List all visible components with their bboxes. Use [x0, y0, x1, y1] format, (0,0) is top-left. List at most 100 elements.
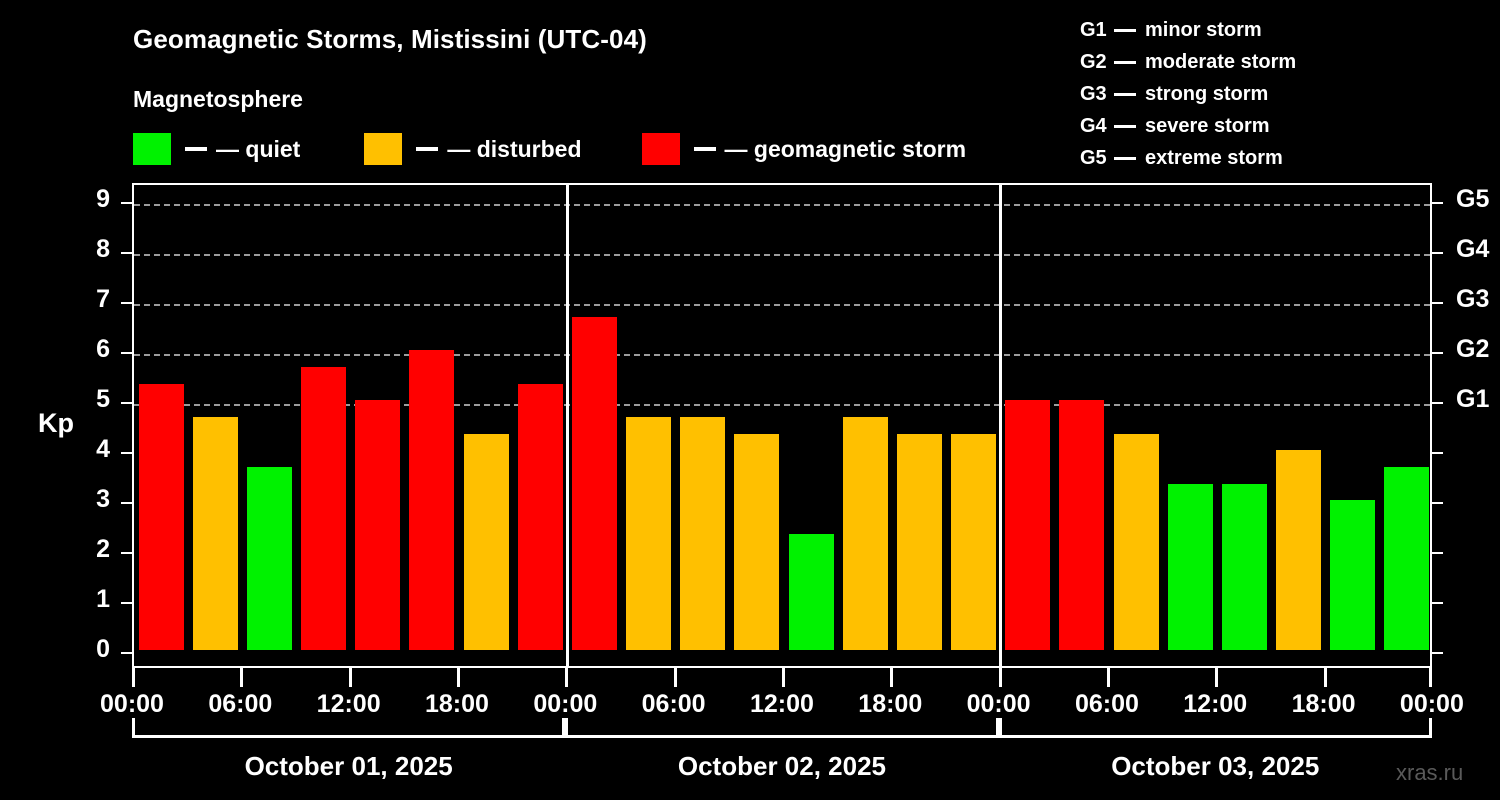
y-tick-label: 1	[96, 585, 110, 613]
legend-item-disturbed[interactable]: — disturbed	[364, 133, 582, 165]
legend-swatch-geomagnetic-storm-icon	[641, 133, 680, 165]
date-bracket	[998, 718, 1432, 738]
right-tick-label: G3	[1456, 285, 1490, 313]
right-tick	[1432, 202, 1443, 204]
x-tick	[565, 668, 569, 687]
x-tick-label: 00:00	[100, 690, 164, 718]
date-bracket-tick	[998, 718, 1002, 735]
right-tick-label: G4	[1456, 235, 1490, 263]
bar[interactable]	[896, 433, 942, 650]
storm-scale-code: G4	[1080, 115, 1107, 137]
magnetosphere-heading: Magnetosphere	[133, 86, 303, 112]
x-tick-label: 00:00	[533, 690, 598, 718]
x-tick-label: 06:00	[1074, 690, 1139, 718]
bar[interactable]	[1221, 483, 1267, 650]
bar[interactable]	[246, 466, 292, 650]
legend-item-quiet[interactable]: — quiet	[133, 133, 300, 165]
bar[interactable]	[1384, 466, 1430, 650]
plot-area	[132, 183, 1432, 668]
right-tick	[1432, 352, 1443, 354]
gridline-kp-7	[134, 304, 1430, 306]
y-tick	[121, 502, 132, 504]
right-tick-label: G1	[1456, 385, 1490, 413]
bar[interactable]	[138, 383, 184, 650]
date-axis: October 01, 2025 October 02, 2025 October …	[132, 718, 1432, 781]
bar[interactable]	[355, 400, 401, 650]
storm-scale-desc: extreme storm	[1145, 147, 1283, 169]
x-tick-label: 12:00	[316, 690, 381, 718]
y-tick	[121, 252, 132, 254]
y-tick	[121, 202, 132, 204]
bar[interactable]	[842, 416, 888, 650]
legend-item-geomagnetic-storm[interactable]: — geomagnetic storm	[641, 133, 966, 165]
bar[interactable]	[1005, 400, 1051, 650]
x-tick	[1429, 668, 1432, 687]
legend-label: — quiet	[216, 135, 301, 162]
bar[interactable]	[192, 416, 238, 650]
x-tick	[998, 668, 1002, 687]
bar[interactable]	[680, 416, 726, 650]
gridline-kp-6	[134, 354, 1430, 356]
bar[interactable]	[626, 416, 672, 650]
storm-scale-desc: minor storm	[1145, 19, 1262, 41]
storm-scale-code: G3	[1080, 83, 1107, 105]
storm-scale-code: G1	[1080, 19, 1107, 41]
x-tick	[890, 668, 894, 687]
bar[interactable]	[517, 383, 563, 650]
date-bracket-tick	[562, 718, 566, 735]
storm-scale-desc: moderate storm	[1145, 51, 1297, 73]
bar[interactable]	[571, 316, 617, 650]
bar[interactable]	[1113, 433, 1159, 650]
y-tick-label: 2	[96, 535, 110, 563]
x-tick	[348, 668, 352, 687]
bar[interactable]	[301, 366, 347, 650]
x-tick-label: 18:00	[424, 690, 489, 718]
right-axis: G1 G2 G3 G4 G5	[132, 183, 1489, 668]
storm-scale-dash-icon	[1114, 61, 1136, 65]
y-tick	[121, 552, 132, 554]
y-tick	[121, 302, 132, 304]
x-tick-label: 00:00	[1399, 690, 1464, 718]
right-minor-tick	[1432, 552, 1443, 554]
storm-scale-item-g3: G3 strong storm	[1080, 78, 1296, 110]
y-tick	[121, 452, 132, 454]
right-tick	[1432, 252, 1443, 254]
right-tick	[1432, 302, 1443, 304]
date-bracket-tick	[995, 718, 999, 735]
bar[interactable]	[1275, 450, 1321, 650]
date-bracket	[132, 718, 566, 738]
x-tick-label: 12:00	[1183, 690, 1248, 718]
legend: — quiet — disturbed — geomagnetic storm	[133, 133, 966, 165]
x-tick	[132, 668, 135, 687]
bar[interactable]	[734, 433, 780, 650]
legend-dash-icon	[693, 147, 716, 151]
bar[interactable]	[1167, 483, 1213, 650]
storm-scale-dash-icon	[1114, 93, 1136, 97]
bar[interactable]	[463, 433, 509, 650]
storm-scale-desc: strong storm	[1145, 83, 1269, 105]
x-tick-label: 18:00	[858, 690, 923, 718]
bar[interactable]	[1059, 400, 1105, 650]
right-minor-tick	[1432, 652, 1443, 654]
gridline-kp-5	[134, 404, 1430, 406]
y-tick-label: 4	[96, 435, 110, 463]
date-bracket-tick	[1428, 718, 1432, 735]
bar[interactable]	[788, 533, 834, 650]
gridline-kp-8	[134, 254, 1430, 256]
bar[interactable]	[1330, 500, 1376, 650]
page-title: Geomagnetic Storms, Mistissini (UTC-04)	[133, 24, 647, 54]
date-bracket-tick	[565, 718, 569, 735]
bar[interactable]	[409, 350, 455, 650]
date-label: October 02, 2025	[677, 751, 886, 781]
storm-scale-dash-icon	[1114, 29, 1136, 33]
storm-scale-dash-icon	[1114, 157, 1136, 161]
right-minor-tick	[1432, 602, 1443, 604]
storm-scale-item-g1: G1 minor storm	[1080, 14, 1296, 46]
x-tick	[456, 668, 460, 687]
legend-swatch-quiet-icon	[133, 133, 171, 165]
x-tick-label: 18:00	[1291, 690, 1356, 718]
y-tick-label: 3	[96, 485, 110, 513]
storm-scale-item-g2: G2 moderate storm	[1080, 46, 1296, 78]
bar[interactable]	[951, 433, 997, 650]
